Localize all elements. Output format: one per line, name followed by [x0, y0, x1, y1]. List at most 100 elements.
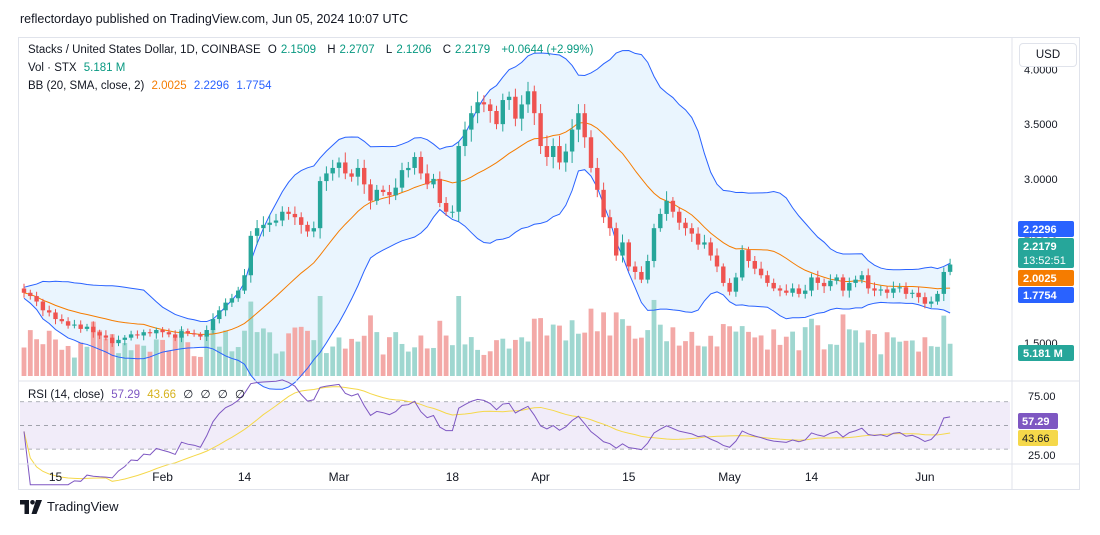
- bb-lower-value: 1.7754: [236, 80, 272, 92]
- volume-bar: [78, 342, 84, 376]
- volume-bar: [664, 341, 669, 376]
- volume-bar: [254, 332, 260, 376]
- volume-bar: [242, 330, 247, 376]
- volume-bar: [229, 351, 235, 376]
- volume-bar: [179, 329, 184, 376]
- candle-body: [947, 264, 953, 272]
- candle-body: [387, 192, 392, 196]
- candle-body: [714, 255, 720, 267]
- rsi-tick-label: 75.00: [1028, 391, 1056, 403]
- volume-bar: [437, 320, 443, 376]
- volume-bar: [468, 337, 474, 376]
- candle-body: [53, 312, 58, 320]
- open-value: 2.1509: [280, 44, 316, 56]
- volume-bar: [840, 314, 846, 376]
- candle-body: [191, 333, 197, 335]
- currency-selector[interactable]: USD: [1019, 43, 1077, 67]
- candle-body: [443, 202, 449, 212]
- candle-body: [336, 162, 342, 168]
- candle-body: [292, 213, 298, 218]
- candle-body: [481, 102, 487, 105]
- candle-body: [620, 242, 625, 256]
- candle-body: [47, 310, 52, 313]
- candle-body: [601, 189, 606, 218]
- volume-bar: [613, 312, 619, 376]
- candle-body: [695, 233, 701, 245]
- candle-body: [897, 287, 902, 289]
- volume-bar: [84, 346, 90, 376]
- tradingview-logo[interactable]: TradingView: [20, 499, 119, 514]
- rsi-value-box: [1018, 413, 1058, 429]
- candle-body: [374, 189, 379, 201]
- rsi-ma-box: [1018, 430, 1058, 446]
- volume-bar: [802, 327, 808, 376]
- candle-body: [305, 224, 310, 232]
- candle-body: [456, 146, 461, 212]
- candle-body: [588, 137, 594, 168]
- volume-bar: [116, 353, 121, 376]
- price-label-box: [1018, 221, 1074, 237]
- publish-byline: reflectordayo published on TradingView.c…: [20, 12, 409, 26]
- candle-body: [821, 282, 827, 287]
- candle-body: [223, 302, 228, 311]
- candle-body: [891, 288, 896, 293]
- candle-body: [399, 170, 405, 188]
- candle-body: [311, 228, 316, 232]
- volume-bar: [450, 345, 455, 376]
- candle-body: [261, 224, 266, 229]
- volume-bar: [947, 343, 953, 376]
- candle-body: [740, 250, 745, 278]
- candle-body: [595, 167, 600, 190]
- candle-body: [500, 100, 505, 125]
- candle-body: [626, 242, 631, 267]
- volume-bar: [286, 333, 291, 376]
- close-value: 2.2179: [455, 44, 491, 56]
- volume-bar: [544, 335, 550, 376]
- bb-label: BB (20, SMA, close, 2): [28, 80, 145, 92]
- volume-bar: [928, 346, 934, 376]
- candle-body: [903, 287, 909, 294]
- volume-bar: [53, 339, 58, 376]
- candle-body: [828, 280, 833, 287]
- volume-bar: [689, 331, 695, 376]
- volume-bar: [607, 335, 613, 376]
- tradingview-brand: TradingView: [47, 499, 119, 514]
- candle-body: [324, 173, 329, 182]
- candle-body: [834, 277, 839, 281]
- candle-body: [173, 334, 178, 338]
- candle-body: [116, 339, 121, 344]
- volume-bar: [380, 354, 386, 376]
- volume-bar: [752, 337, 758, 376]
- volume-label-text: 5.181 M: [1023, 348, 1063, 360]
- volume-bar: [135, 344, 140, 376]
- price-label-text: 2.0025: [1023, 273, 1057, 285]
- candle-body: [425, 173, 430, 185]
- candle-body: [286, 211, 291, 214]
- candle-body: [488, 104, 493, 111]
- candle-body: [450, 211, 455, 213]
- candle-body: [462, 129, 468, 147]
- volume-bar: [273, 353, 279, 376]
- candle-body: [702, 242, 707, 245]
- volume-bar: [632, 338, 638, 376]
- rsi-ma-label: 43.66: [1022, 433, 1050, 445]
- volume-bar: [796, 350, 802, 376]
- x-tick-label: Feb: [152, 470, 173, 484]
- volume-bar: [40, 344, 46, 376]
- volume-bar: [657, 324, 663, 376]
- x-tick-label: 14: [805, 470, 819, 484]
- candle-body: [210, 319, 216, 331]
- candle-body: [840, 277, 846, 291]
- volume-bar: [387, 337, 392, 376]
- candle-body: [330, 167, 335, 174]
- rsi-empty-4: ∅: [234, 389, 245, 401]
- volume-bar: [97, 330, 102, 376]
- price-label-box: [1018, 238, 1074, 268]
- candle-body: [65, 321, 71, 326]
- volume-bar: [821, 349, 827, 376]
- volume-bar: [393, 332, 399, 376]
- volume-bar: [916, 351, 921, 376]
- volume-bar: [922, 337, 928, 376]
- candle-body: [204, 330, 209, 337]
